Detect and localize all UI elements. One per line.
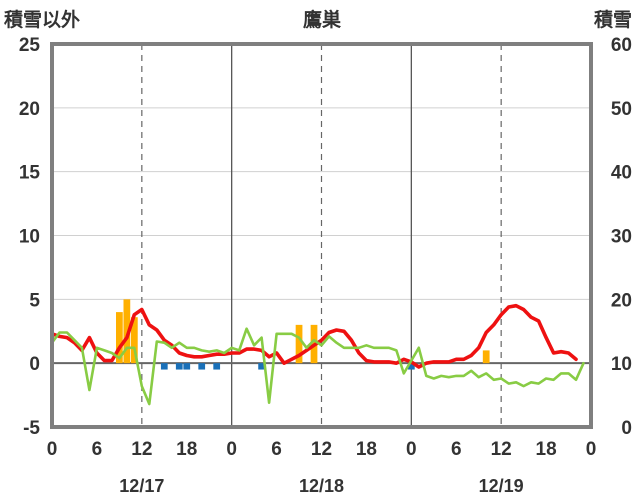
y-tick-label-left: 15 <box>19 163 41 184</box>
x-tick-label: 18 <box>176 439 197 460</box>
bar-positive <box>116 312 123 364</box>
x-tick-label: 12 <box>311 439 332 460</box>
x-tick-label: 0 <box>47 439 58 460</box>
x-date-label: 12/18 <box>299 476 344 496</box>
bar-negative <box>258 363 265 370</box>
left-axis-label: 積雪以外 <box>4 8 80 31</box>
x-tick-label: 12 <box>491 439 512 460</box>
bar-negative <box>160 363 168 370</box>
x-tick-label: 12 <box>131 439 152 460</box>
chart-title: 鷹巣 <box>303 8 342 31</box>
x-date-label: 12/19 <box>479 476 524 496</box>
plot-frame <box>50 42 593 429</box>
x-tick-label: 6 <box>92 439 103 460</box>
y-tick-label-left: 25 <box>19 35 41 56</box>
series-line-green <box>50 327 585 406</box>
bar-positive <box>482 350 490 364</box>
bar-positive <box>130 317 138 364</box>
bar-negative <box>183 363 191 370</box>
bar-negative <box>175 363 183 370</box>
y-tick-label-left: 20 <box>19 99 40 120</box>
bar-positive <box>295 324 303 364</box>
y-tick-label-right: 0 <box>621 418 632 439</box>
x-tick-label: 0 <box>406 439 417 460</box>
bar-positive <box>123 299 131 364</box>
x-tick-label: 6 <box>451 439 462 460</box>
x-tick-label: 18 <box>536 439 557 460</box>
y-tick-label-right: 60 <box>611 35 632 56</box>
y-tick-label-left: 5 <box>29 290 40 311</box>
y-tick-label-right: 40 <box>611 163 632 184</box>
x-tick-label: 0 <box>226 439 237 460</box>
right-axis-label: 積雪 <box>594 8 632 31</box>
y-tick-label-right: 50 <box>611 99 632 120</box>
x-tick-label: 6 <box>271 439 282 460</box>
bar-negative <box>213 363 221 370</box>
bar-negative <box>407 363 415 370</box>
y-tick-label-right: 30 <box>611 227 632 248</box>
x-date-label: 12/17 <box>119 476 164 496</box>
series-line-red <box>50 303 578 369</box>
y-tick-label-right: 20 <box>611 290 632 311</box>
bar-negative <box>198 363 206 370</box>
x-tick-label: 18 <box>356 439 377 460</box>
y-tick-label-left: 0 <box>29 354 40 375</box>
y-tick-label-right: 10 <box>611 354 632 375</box>
x-tick-label: 0 <box>586 439 597 460</box>
y-tick-label-left: -5 <box>23 418 40 439</box>
y-tick-label-left: 10 <box>19 227 40 248</box>
